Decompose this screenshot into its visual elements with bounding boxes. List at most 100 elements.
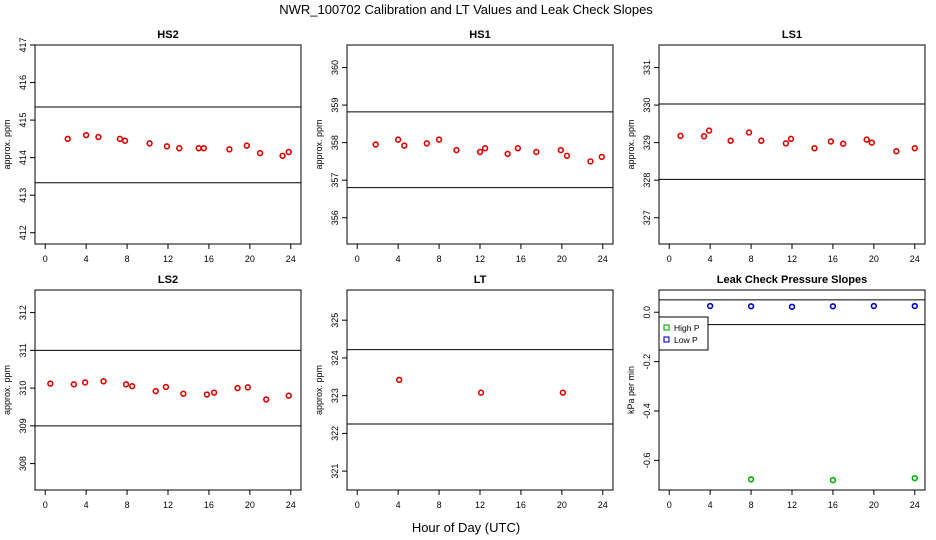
y-tick-label: 331 <box>642 60 652 75</box>
chart-panel-0: HS2 approx. ppm 0 4 8 12 16 20 24 412 413 414 415 416… <box>2 29 302 264</box>
data-point <box>706 302 714 310</box>
x-tick-label: 4 <box>396 254 401 264</box>
y-tick-label: 330 <box>642 98 652 113</box>
data-point <box>827 138 835 145</box>
x-tick-label: 20 <box>869 500 879 510</box>
data-point <box>394 136 402 143</box>
y-tick-label: 360 <box>330 60 340 75</box>
x-tick-label: 0 <box>355 500 360 510</box>
y-tick-label: 359 <box>330 98 340 113</box>
y-tick-label: 329 <box>642 135 652 150</box>
data-point <box>200 145 208 152</box>
x-tick-label: 24 <box>910 254 920 264</box>
x-tick-label: 20 <box>245 254 255 264</box>
data-point <box>598 153 605 161</box>
chart-panel-1: HS1 approx. ppm 0 4 8 12 16 20 24 356 357 358 359 360 <box>314 29 614 264</box>
y-tick-label: 0.0 <box>642 306 652 319</box>
data-point <box>870 302 878 310</box>
y-tick-label: 412 <box>18 225 28 240</box>
y-tick-label: -0.4 <box>642 403 652 419</box>
x-tick-label: 16 <box>828 254 838 264</box>
x-tick-label: 4 <box>708 254 713 264</box>
x-tick-label: 12 <box>787 254 797 264</box>
y-tick-label: 322 <box>330 426 340 441</box>
y-tick-label: 321 <box>330 464 340 479</box>
y-axis-label: approx. ppm <box>2 119 12 169</box>
data-point <box>401 142 408 149</box>
data-point <box>435 136 443 143</box>
panel-title: HS2 <box>157 29 178 41</box>
y-tick-label: 415 <box>18 113 28 128</box>
data-point <box>453 146 460 154</box>
panel-title: LT <box>474 274 487 286</box>
figure-title: NWR_100702 Calibration and LT Values and… <box>279 2 653 17</box>
y-tick-label: 356 <box>330 210 340 225</box>
x-tick-label: 12 <box>475 500 485 510</box>
plot-frame <box>658 44 926 245</box>
x-tick-label: 8 <box>125 254 130 264</box>
data-point <box>705 127 713 134</box>
data-point <box>911 302 918 310</box>
data-point <box>234 384 241 392</box>
y-tick-label: 308 <box>18 456 28 471</box>
y-axis-label: kPa per min <box>626 366 636 414</box>
data-point <box>195 145 202 152</box>
data-point <box>100 378 107 385</box>
x-tick-label: 4 <box>708 500 713 510</box>
x-tick-label: 24 <box>910 500 920 510</box>
data-point <box>829 303 837 310</box>
y-tick-label: 325 <box>330 313 340 328</box>
data-point <box>868 139 875 146</box>
x-tick-label: 20 <box>869 254 879 264</box>
data-point <box>587 158 594 165</box>
x-tick-label: 20 <box>557 254 567 264</box>
y-axis-label: approx. ppm <box>626 119 636 169</box>
y-tick-label: 324 <box>330 350 340 365</box>
x-tick-label: 16 <box>516 500 526 510</box>
legend-marker <box>663 336 670 343</box>
data-point <box>263 396 270 403</box>
data-point <box>727 137 734 144</box>
x-tick-label: 8 <box>437 254 442 264</box>
y-tick-label: -0.2 <box>642 354 652 370</box>
figure-xlabel: Hour of Day (UTC) <box>412 520 520 535</box>
data-point <box>176 145 183 152</box>
y-tick-label: 358 <box>330 135 340 150</box>
x-tick-label: 8 <box>749 254 754 264</box>
x-tick-label: 4 <box>396 500 401 510</box>
x-tick-label: 24 <box>598 500 608 510</box>
data-point <box>279 152 286 159</box>
data-point <box>116 135 124 143</box>
data-point <box>476 148 484 156</box>
y-tick-label: 414 <box>18 150 28 165</box>
data-point <box>81 379 89 386</box>
data-point <box>514 145 522 152</box>
panel-title: LS1 <box>782 29 802 41</box>
x-tick-label: 24 <box>598 254 608 264</box>
data-point <box>70 381 78 388</box>
x-tick-label: 8 <box>749 500 754 510</box>
x-tick-label: 16 <box>828 500 838 510</box>
data-point <box>481 145 489 152</box>
data-point <box>122 381 130 388</box>
data-point <box>82 131 90 139</box>
data-point <box>95 133 102 141</box>
x-tick-label: 20 <box>557 500 567 510</box>
data-point <box>163 143 171 150</box>
plot-frame <box>346 44 614 245</box>
data-point <box>210 389 218 396</box>
y-tick-label: 413 <box>18 188 28 203</box>
data-point <box>203 391 211 398</box>
x-tick-label: 12 <box>475 254 485 264</box>
y-tick-label: 328 <box>642 173 652 188</box>
x-tick-label: 12 <box>163 500 173 510</box>
data-point <box>787 135 795 143</box>
data-point <box>745 129 753 136</box>
y-tick-label: 309 <box>18 418 28 433</box>
data-point <box>285 148 292 156</box>
x-tick-label: 0 <box>43 254 48 264</box>
y-axis-label: approx. ppm <box>314 365 324 415</box>
x-tick-label: 16 <box>516 254 526 264</box>
data-point <box>911 145 918 152</box>
data-point <box>477 389 485 396</box>
